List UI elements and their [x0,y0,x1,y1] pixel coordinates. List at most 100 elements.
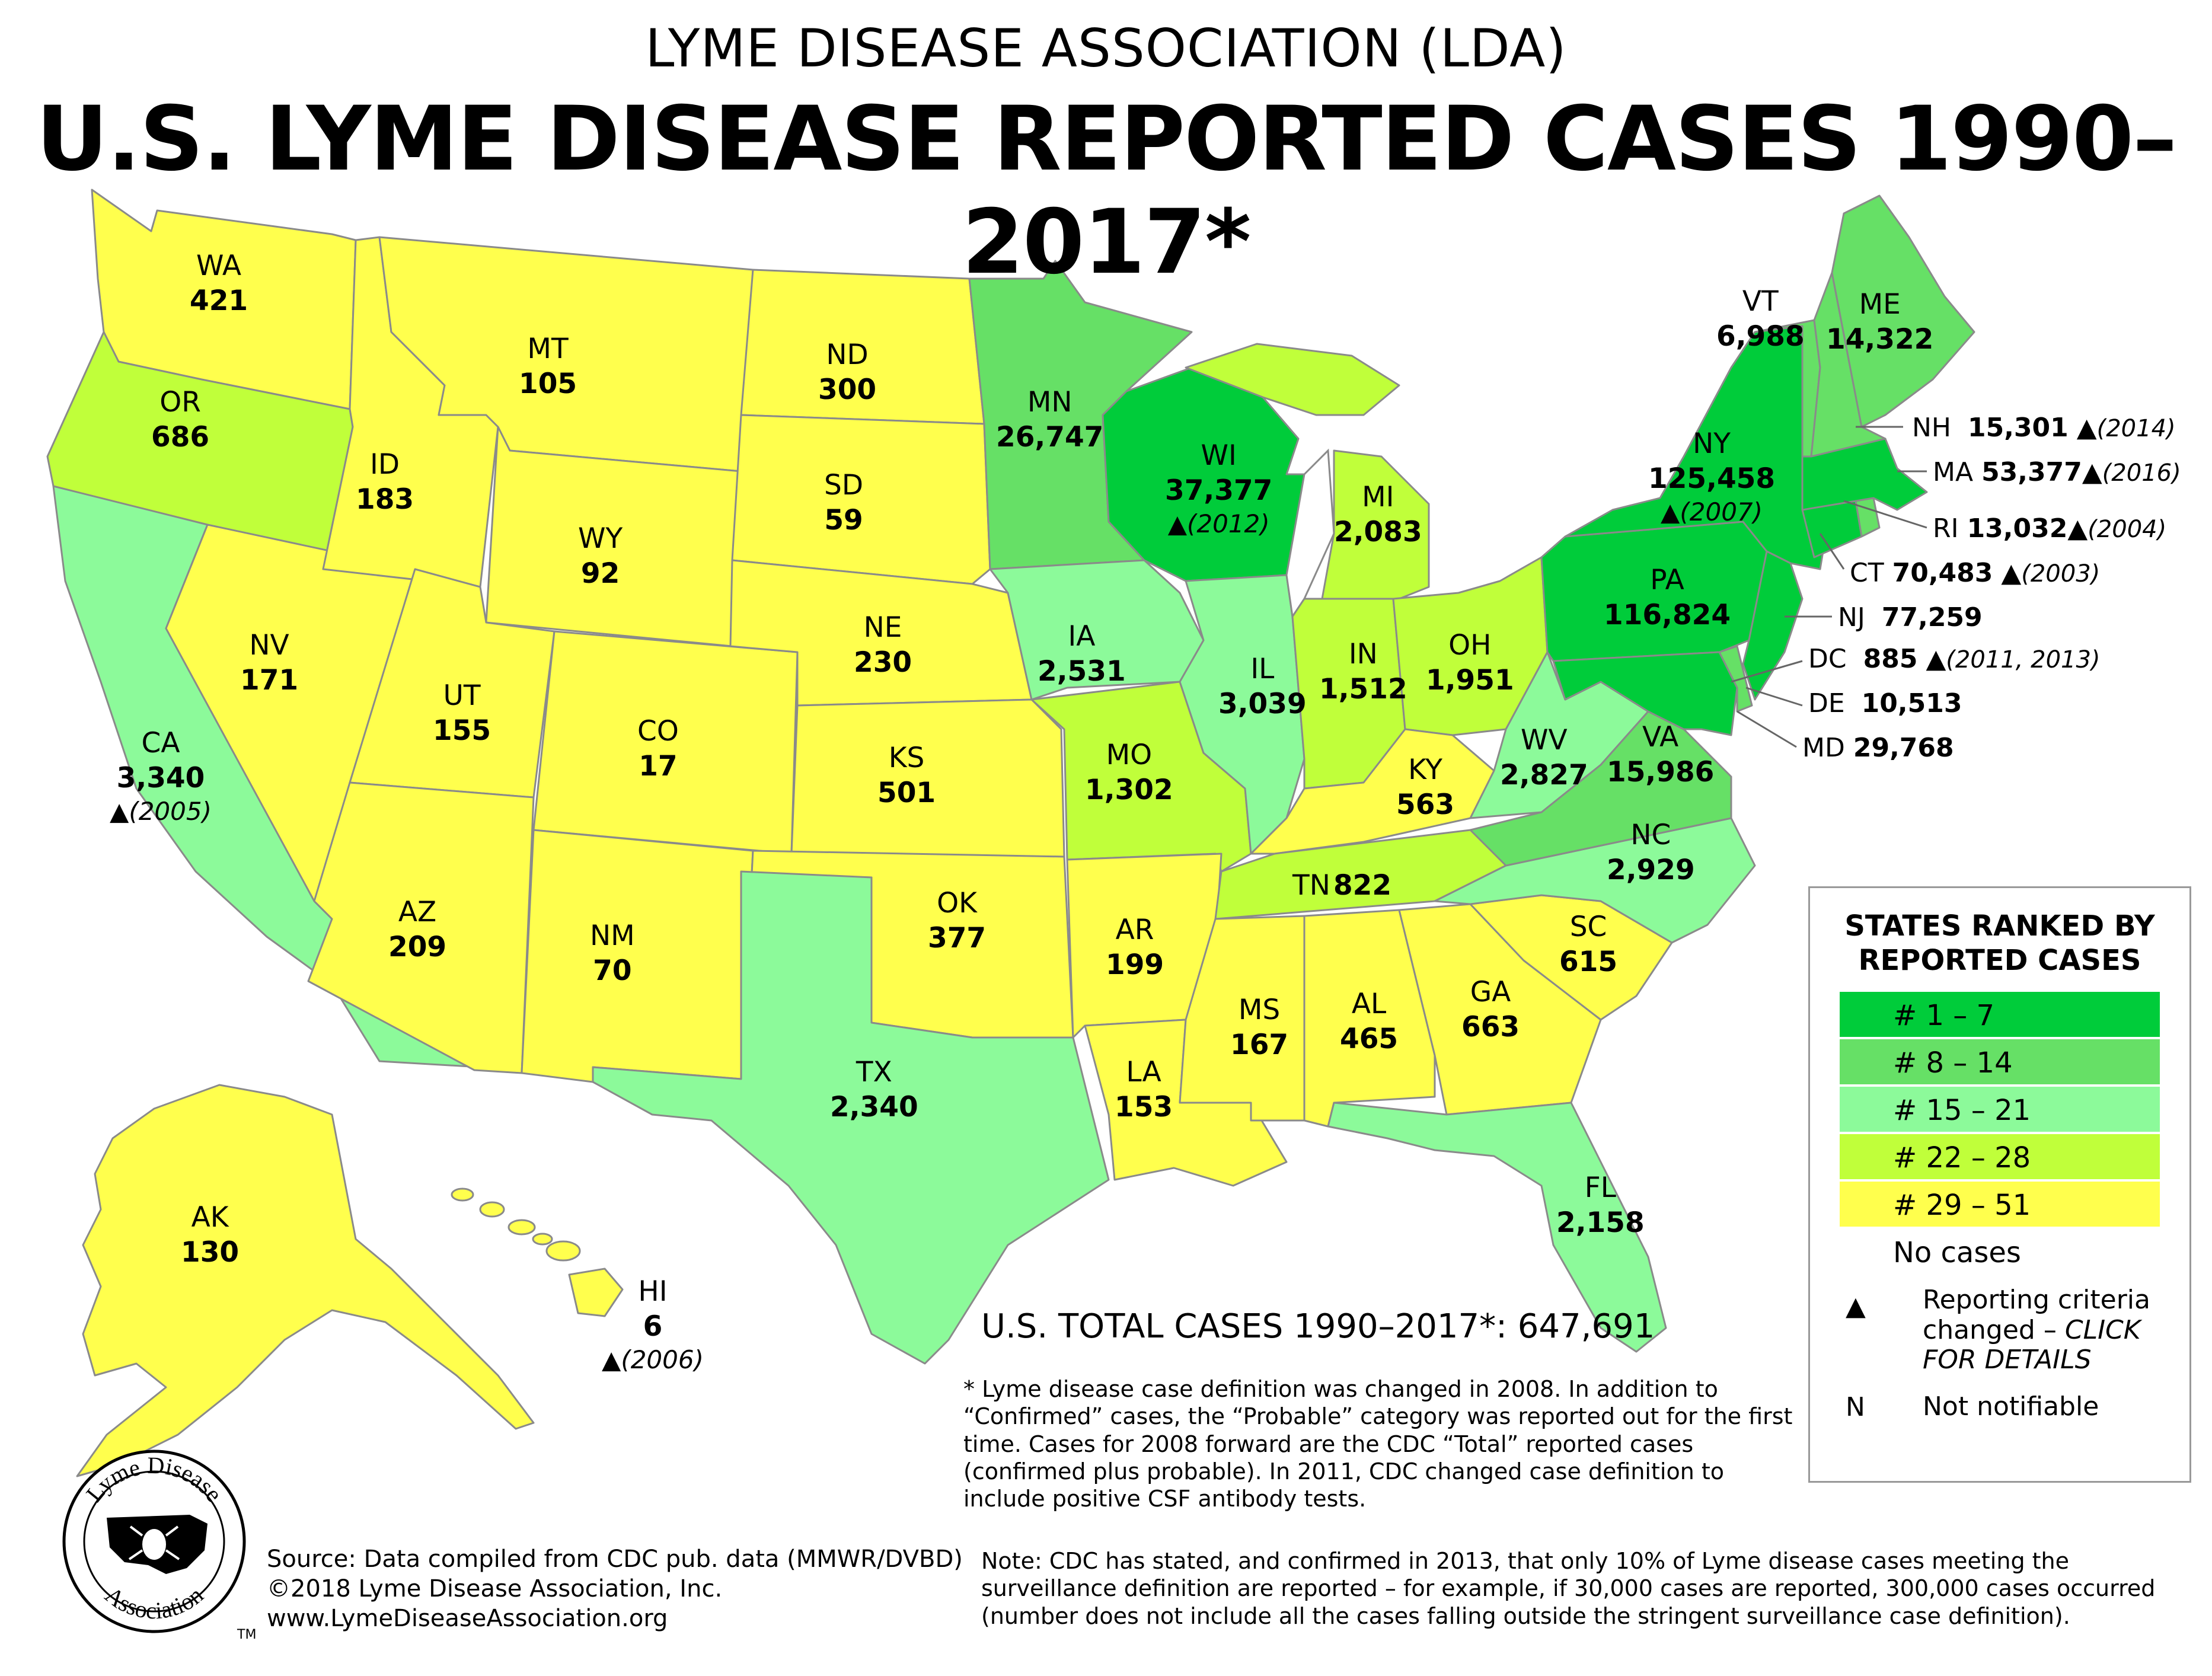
triangle-up-icon: ▲ [1926,644,1946,674]
source-credits: Source: Data compiled from CDC pub. data… [267,1546,963,1632]
triangle-up-icon: ▲ [2076,413,2097,443]
label-CA: CA 3,340 ▲(2005) [110,727,212,826]
label-WY: WY 92 [578,522,623,590]
legend-item: # 8 – 14 [1840,1039,2160,1084]
state-TX[interactable] [592,870,1110,1365]
state-NJ[interactable] [1742,550,1804,701]
triangle-up-icon: ▲ [602,1345,621,1374]
state-NM[interactable] [521,829,754,1083]
legend-item: No cases [1840,1229,2160,1274]
legend-item-label: # 22 – 28 [1893,1141,2031,1174]
state-WY[interactable] [485,426,742,647]
legend-item-label: # 29 – 51 [1893,1189,2031,1222]
label-NH: NH 15,301 ▲(2014) [1912,413,2176,443]
lda-logo: Lyme Disease Association [62,1450,246,1633]
label-NE: NE 230 [854,611,912,679]
legend: STATES RANKED BY REPORTED CASES # 1 – 7 #… [1808,886,2191,1483]
trademark: TM [237,1627,257,1642]
legend-item-label: # 8 – 14 [1893,1046,2013,1080]
label-OK: OK 377 [928,887,987,954]
label-ND: ND 300 [818,339,877,406]
n-symbol: N [1846,1392,1865,1422]
label-MA: MA 53,377▲(2016) [1933,457,2181,487]
legend-item: # 29 – 51 [1840,1182,2160,1227]
state-KS[interactable] [790,698,1065,858]
label-ID: ID 183 [356,448,414,516]
label-MS: MS 167 [1230,994,1289,1061]
total-cases: U.S. TOTAL CASES 1990–2017*: 647,691 [981,1307,1655,1346]
callout-lines [1731,426,1927,748]
label-ME: ME 14,322 [1826,288,1934,356]
label-WV: WV 2,827 [1500,724,1588,791]
tick-icon [128,1525,180,1560]
label-SD: SD 59 [824,469,864,537]
label-KS: KS 501 [877,742,936,809]
state-FL[interactable] [1327,1102,1667,1353]
label-AK: AK 130 [181,1201,240,1269]
legend-item: # 22 – 28 [1840,1134,2160,1179]
label-MO: MO 1,302 [1085,739,1173,806]
triangle-up-icon: ▲ [1846,1291,1866,1321]
cdc-note: Note: CDC has stated, and confirmed in 2… [981,1548,2156,1629]
legend-item-label: # 15 – 21 [1893,1094,2031,1127]
website-link[interactable]: www.LymeDiseaseAssociation.org [267,1605,668,1632]
label-RI: RI 13,032▲(2004) [1933,513,2167,544]
label-FL: FL 2,158 [1556,1171,1645,1239]
org-title: LYME DISEASE ASSOCIATION (LDA) [645,18,1567,79]
label-HI: HI 6 ▲(2006) [602,1275,704,1374]
state-MI[interactable] [1185,343,1430,600]
legend-item: # 1 – 7 [1840,992,2160,1037]
state-CT[interactable] [1801,500,1863,558]
label-NM: NM 70 [590,920,635,987]
label-NV: NV 171 [240,629,299,697]
label-KY: KY 563 [1396,754,1455,821]
legend-not-notifiable: Not notifiable [1923,1391,2099,1422]
footnote: * Lyme disease case definition was chang… [963,1376,1793,1512]
triangle-up-icon: ▲ [2082,457,2102,487]
label-LA: LA 153 [1115,1056,1173,1123]
triangle-up-icon: ▲ [2001,558,2022,588]
legend-item-label: # 1 – 7 [1893,999,1995,1032]
label-OR: OR 686 [151,386,210,454]
label-AZ: AZ 209 [388,896,447,963]
label-MT: MT 105 [519,333,577,400]
state-ME[interactable] [1831,194,1975,428]
label-PA: PA 116,824 [1604,564,1731,631]
label-NC: NC 2,929 [1607,819,1695,886]
label-NJ: NJ 77,259 [1838,602,1983,633]
label-IA: IA 2,531 [1038,620,1126,688]
legend-criteria-note[interactable]: Reporting criteria changed – CLICK FOR D… [1923,1285,2150,1375]
state-AK[interactable] [76,1084,535,1477]
label-SC: SC 615 [1559,911,1618,978]
label-VT: VT 6,988 [1716,285,1805,353]
label-MI: MI 2,083 [1334,481,1422,548]
state-MA[interactable] [1801,438,1928,511]
label-MD: MD 29,768 [1802,733,1954,763]
triangle-up-icon: ▲ [1661,497,1680,526]
label-VA: VA 15,986 [1607,721,1715,788]
label-TN: TN 822 [1292,869,1392,902]
state-SD[interactable] [731,414,991,585]
label-IN: IN 1,512 [1319,638,1407,705]
label-CT: CT 70,483 ▲(2003) [1850,558,2101,588]
label-DE: DE 10,513 [1808,688,1962,719]
state-HI[interactable] [451,1187,624,1317]
state-AZ[interactable] [307,781,535,1074]
triangle-up-icon: ▲ [110,796,129,826]
label-TX: TX 2,340 [830,1056,918,1123]
legend-item-label: No cases [1893,1236,2021,1269]
label-WA: WA 421 [190,250,248,317]
triangle-up-icon: ▲ [1167,509,1187,538]
triangle-up-icon: ▲ [2067,513,2088,544]
label-UT: UT 155 [433,679,491,747]
legend-item: # 15 – 21 [1840,1087,2160,1132]
label-AR: AR 199 [1106,914,1164,981]
label-GA: GA 663 [1461,976,1520,1043]
page-title: U.S. LYME DISEASE REPORTED CASES 1990–20… [36,88,2178,294]
label-DC: DC 885 ▲(2011, 2013) [1808,644,2101,674]
label-CO: CO 17 [637,715,679,783]
legend-title: STATES RANKED BY REPORTED CASES [1844,909,2155,977]
label-IL: IL 3,039 [1218,653,1307,720]
label-WI: WI 37,377 ▲(2012) [1165,439,1273,538]
